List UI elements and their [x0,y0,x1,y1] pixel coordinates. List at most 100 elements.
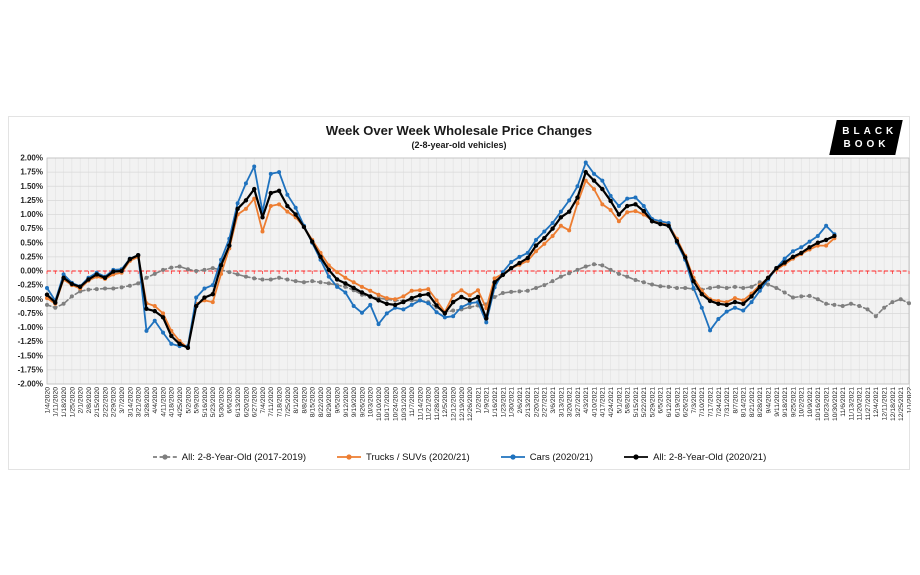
series-marker-all-2-8-year-old-2020-21 [227,243,232,248]
series-marker-all-2-8-year-old-2017-2019 [227,270,232,275]
x-axis-date-label: 9/12/2020 [343,387,350,417]
y-axis-tick-label: 0.75% [20,224,43,233]
series-marker-cars-2020-21 [384,311,389,316]
series-marker-all-2-8-year-old-2017-2019 [509,289,514,294]
series-marker-all-2-8-year-old-2017-2019 [185,267,190,272]
series-marker-all-2-8-year-old-2020-21 [707,298,713,304]
x-axis-date-label: 8/14/2021 [741,387,748,417]
series-marker-all-2-8-year-old-2020-21 [243,198,249,203]
legend-label: All: 2-8-Year-Old (2020/21) [653,451,767,463]
series-marker-cars-2020-21 [592,171,597,176]
series-marker-cars-2020-21 [152,318,157,323]
series-marker-all-2-8-year-old-2020-21 [467,298,472,303]
series-marker-cars-2020-21 [600,178,605,183]
x-axis-date-label: 7/25/2020 [285,387,292,417]
x-axis-date-label: 10/31/2020 [401,387,408,421]
series-marker-all-2-8-year-old-2017-2019 [542,283,547,288]
series-marker-all-2-8-year-old-2020-21 [566,209,572,214]
series-marker-all-2-8-year-old-2017-2019 [202,267,207,272]
x-axis-date-label: 11/20/2021 [857,387,864,421]
series-marker-cars-2020-21 [45,285,49,290]
series-marker-all-2-8-year-old-2020-21 [426,291,431,297]
x-axis-date-label: 7/17/2021 [707,387,714,417]
series-marker-all-2-8-year-old-2020-21 [450,299,456,305]
chart-title: Week Over Week Wholesale Price Changes [325,123,593,138]
series-marker-cars-2020-21 [417,298,422,303]
series-marker-cars-2020-21 [534,237,539,242]
series-marker-all-2-8-year-old-2020-21 [218,263,224,268]
series-marker-trucks-suvs-2020-21 [277,202,282,207]
series-marker-trucks-suvs-2020-21 [732,296,737,301]
series-marker-all-2-8-year-old-2020-21 [301,224,307,230]
series-marker-all-2-8-year-old-2017-2019 [732,284,737,289]
series-marker-all-2-8-year-old-2020-21 [649,219,655,224]
series-marker-cars-2020-21 [293,205,298,210]
x-axis-date-label: 1/16/2021 [492,387,499,417]
legend-swatch [624,454,649,460]
series-marker-trucks-suvs-2020-21 [161,311,166,316]
y-axis-tick-label: -0.50% [18,295,43,304]
series-marker-all-2-8-year-old-2020-21 [86,277,91,282]
series-marker-all-2-8-year-old-2017-2019 [592,262,597,267]
series-marker-trucks-suvs-2020-21 [376,292,381,297]
series-marker-all-2-8-year-old-2017-2019 [534,285,539,290]
series-marker-cars-2020-21 [161,330,166,335]
series-marker-trucks-suvs-2020-21 [534,249,539,254]
series-marker-trucks-suvs-2020-21 [451,293,456,298]
series-marker-all-2-8-year-old-2020-21 [111,269,116,274]
series-marker-all-2-8-year-old-2020-21 [732,299,738,305]
series-marker-cars-2020-21 [169,341,174,346]
series-marker-all-2-8-year-old-2017-2019 [293,279,298,284]
series-marker-all-2-8-year-old-2020-21 [525,255,530,261]
series-marker-all-2-8-year-old-2020-21 [641,208,646,214]
series-marker-all-2-8-year-old-2017-2019 [840,304,845,309]
y-axis-tick-label: -0.75% [18,309,43,318]
series-marker-all-2-8-year-old-2020-21 [210,291,215,297]
series-marker-all-2-8-year-old-2017-2019 [575,267,580,272]
series-marker-all-2-8-year-old-2020-21 [724,302,729,308]
series-marker-all-2-8-year-old-2020-21 [583,169,588,175]
x-axis-date-label: 5/1/2021 [616,387,623,414]
x-axis-date-label: 5/30/2020 [218,387,225,417]
series-marker-all-2-8-year-old-2017-2019 [641,280,646,285]
series-marker-all-2-8-year-old-2020-21 [318,254,323,260]
series-marker-all-2-8-year-old-2017-2019 [848,301,853,306]
x-axis-date-label: 9/4/2021 [765,387,772,414]
x-axis-date-label: 7/31/2021 [724,387,731,417]
x-axis-date-label: 1/25/2020 [69,387,76,417]
series-marker-all-2-8-year-old-2017-2019 [550,279,555,284]
series-marker-cars-2020-21 [210,283,215,288]
series-marker-all-2-8-year-old-2020-21 [807,245,812,250]
series-marker-all-2-8-year-old-2020-21 [69,281,75,287]
series-marker-trucks-suvs-2020-21 [368,288,373,293]
series-marker-all-2-8-year-old-2020-21 [169,333,174,339]
x-axis-date-label: 12/11/2021 [882,387,889,421]
series-marker-all-2-8-year-old-2020-21 [102,275,108,280]
series-marker-all-2-8-year-old-2017-2019 [633,278,638,283]
series-marker-all-2-8-year-old-2017-2019 [152,271,157,276]
series-marker-all-2-8-year-old-2020-21 [351,285,356,291]
series-marker-cars-2020-21 [268,171,273,176]
series-marker-all-2-8-year-old-2017-2019 [674,285,679,290]
series-marker-all-2-8-year-old-2017-2019 [608,267,613,272]
x-axis-date-label: 10/17/2020 [384,387,391,421]
series-marker-all-2-8-year-old-2020-21 [334,277,340,282]
x-axis-date-label: 2/13/2021 [525,387,532,417]
chart-legend: All: 2-8-Year-Old (2017-2019) Trucks / SU… [9,447,909,467]
x-axis-date-label: 6/19/2021 [674,387,681,417]
x-axis-date-label: 1/9/2021 [484,387,491,414]
series-marker-all-2-8-year-old-2020-21 [202,295,207,300]
x-axis-date-label: 5/22/2021 [641,387,648,417]
series-marker-cars-2020-21 [451,314,456,319]
x-axis-date-label: 8/7/2021 [732,387,739,414]
x-axis-date-label: 7/10/2021 [699,387,706,417]
series-marker-trucks-suvs-2020-21 [567,228,572,233]
legend-item-cars-2020-21: Cars (2020/21) [500,452,593,463]
x-axis-date-label: 5/29/2021 [649,387,656,417]
series-marker-all-2-8-year-old-2020-21 [409,295,414,301]
legend-item-all-2-8-year-old-2017-2019: All: 2-8-Year-Old (2017-2019) [152,452,306,463]
series-marker-all-2-8-year-old-2020-21 [492,280,497,285]
x-axis-date-label: 10/30/2021 [832,387,839,421]
x-axis-date-label: 9/11/2021 [774,387,781,417]
series-marker-trucks-suvs-2020-21 [384,296,389,301]
